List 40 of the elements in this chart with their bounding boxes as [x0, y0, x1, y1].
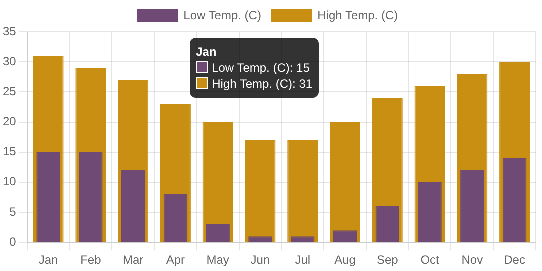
y-tick-label: 15 — [2, 144, 17, 159]
y-tick-label: 30 — [2, 54, 17, 68]
annotation: Jan — [196, 44, 218, 60]
x-tick-label: Mar — [122, 253, 144, 268]
bar — [248, 236, 272, 242]
x-tick-label: May — [206, 253, 230, 268]
x-tick-label: Dec — [504, 253, 526, 268]
x-tick-label: Jul — [295, 253, 311, 268]
bar — [376, 206, 400, 242]
x-tick-label: Jun — [250, 253, 270, 268]
bar — [502, 158, 527, 242]
x-tick-label: Feb — [80, 253, 102, 268]
bar — [245, 140, 276, 242]
x-tick-label: Jan — [38, 253, 58, 268]
x-tick-label: Sep — [376, 253, 399, 268]
bar — [36, 152, 60, 242]
y-tick-label: 0 — [10, 234, 17, 249]
bar — [333, 230, 358, 242]
y-tick-label: 5 — [10, 204, 17, 219]
bar — [121, 170, 146, 242]
bar — [288, 140, 318, 242]
x-tick-label: Oct — [420, 253, 440, 268]
y-tick-label: 35 — [2, 24, 17, 38]
bar — [206, 224, 230, 242]
y-tick-label: 20 — [2, 114, 17, 129]
annotation: High Temp. (C): 31 — [211, 76, 313, 92]
bar — [291, 236, 315, 242]
bar — [79, 152, 103, 242]
bar — [164, 194, 188, 242]
annotation: Low Temp. (C): 15 — [211, 60, 311, 76]
y-tick-label: 25 — [2, 84, 17, 98]
x-tick-label: Nov — [462, 253, 484, 268]
x-tick-label: Apr — [166, 253, 186, 268]
bar — [460, 170, 484, 242]
x-tick-label: Aug — [334, 253, 356, 268]
legend-label: High Temp. (C) — [318, 8, 398, 22]
y-tick-label: 10 — [2, 174, 17, 189]
bar — [330, 122, 361, 242]
bar — [418, 182, 442, 242]
legend-label: Low Temp. (C) — [184, 8, 262, 22]
